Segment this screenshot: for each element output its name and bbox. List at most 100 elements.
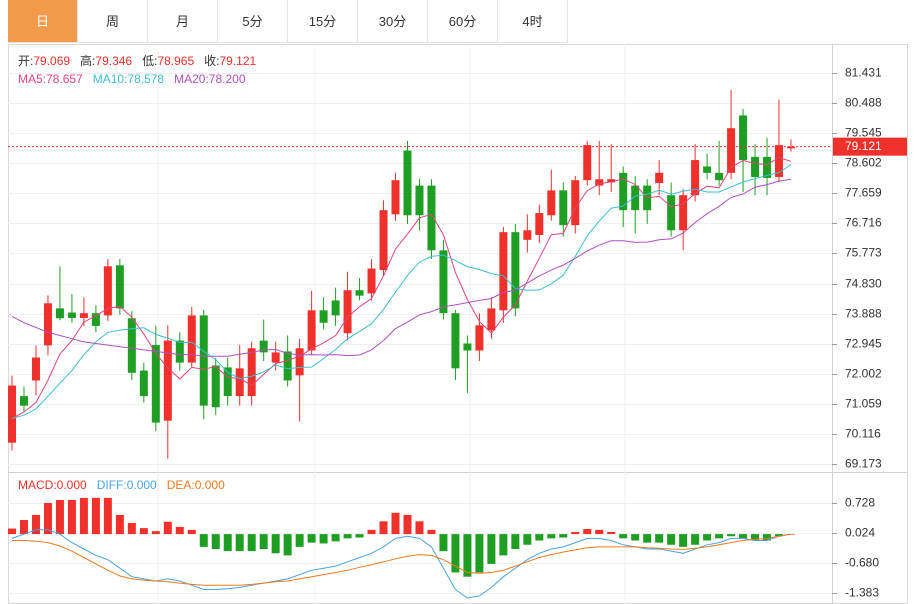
y-tick-label: 80.488 [845, 96, 882, 110]
macd-bar [715, 534, 724, 539]
period-tab[interactable]: 15分 [288, 0, 358, 43]
period-tab[interactable]: 30分 [358, 0, 428, 43]
legend: MACD:0.000 DIFF:0.000 DEA:0.000 [18, 478, 225, 492]
macd-bar [463, 534, 472, 577]
candle-body [547, 190, 556, 216]
macd-bar [115, 514, 124, 535]
candle-body [739, 115, 748, 161]
macd-bar [79, 497, 88, 535]
macd-bar [175, 526, 184, 535]
candle-body [475, 325, 484, 351]
macd-bar [151, 531, 160, 535]
candle-body [655, 172, 664, 184]
candle-body [415, 185, 424, 216]
candle-body [283, 351, 292, 381]
macd-bar [643, 534, 652, 543]
candle-body [331, 300, 340, 316]
candle-body [775, 145, 784, 177]
macd-bar [739, 534, 748, 539]
candle-body [691, 160, 700, 196]
macd-bar [451, 534, 460, 573]
ma-line [11, 164, 792, 419]
candle-body [19, 396, 28, 406]
last-price-label: 79.121 [845, 139, 882, 153]
macd-bar [499, 534, 508, 556]
legend-value: 78.965 [157, 54, 194, 68]
macd-bar [559, 534, 568, 538]
macd-bar [607, 531, 616, 535]
candle-body [103, 266, 112, 316]
ma-line [11, 178, 792, 357]
candle-body [619, 172, 628, 211]
candle-body [595, 179, 604, 186]
candle-body [391, 180, 400, 215]
period-tab[interactable]: 60分 [428, 0, 498, 43]
macd-bar [775, 534, 784, 537]
candle-body [91, 313, 100, 326]
macd-bar [547, 534, 556, 539]
macd-bar [439, 534, 448, 552]
candle-body [8, 385, 16, 443]
candle-body [343, 290, 352, 334]
candle-body [763, 156, 772, 178]
y-tick-label: 72.002 [845, 367, 882, 381]
candle-body [223, 367, 232, 397]
candle-body [583, 145, 592, 181]
period-tab[interactable]: 月 [148, 0, 218, 43]
legend-label: MA5: [18, 72, 46, 86]
macd-bar [595, 529, 604, 535]
macd-bar [127, 523, 136, 535]
candle-body [139, 370, 148, 397]
macd-bar [403, 514, 412, 535]
y-tick-label: 70.116 [845, 427, 881, 441]
period-tabs: 日周月 5分 15分 30分 60分 4时 [8, 0, 568, 44]
macd-bar [511, 534, 520, 550]
legend-value: 78.657 [46, 72, 83, 86]
macd-line [11, 529, 792, 599]
macd-bar [283, 534, 292, 556]
legend-label: 低: [142, 54, 157, 68]
candle-body [715, 172, 724, 181]
y-tick-label: 0.728 [845, 496, 875, 510]
period-tab[interactable]: 5分 [218, 0, 288, 43]
y-tick-label: 77.659 [845, 186, 882, 200]
candle-body [403, 150, 412, 216]
candle-body [367, 268, 376, 294]
candle-body [319, 310, 328, 323]
candle-body [487, 308, 496, 331]
macd-bar [667, 534, 676, 545]
candle-body [295, 348, 304, 376]
macd-bar [367, 529, 376, 535]
macd-bar [619, 534, 628, 539]
macd-bar [691, 534, 700, 545]
candle-body [127, 318, 136, 373]
candle-body [151, 345, 160, 423]
y-tick-label: 74.830 [845, 277, 882, 291]
macd-bar [415, 521, 424, 535]
period-tab[interactable]: 周 [78, 0, 148, 43]
macd-bar [631, 534, 640, 541]
macd-bar [655, 534, 664, 543]
candle-body [511, 232, 520, 309]
macd-bar [355, 534, 364, 538]
candle-body [55, 308, 64, 319]
legend-label: 收: [204, 54, 219, 68]
period-tab[interactable]: 4时 [498, 0, 568, 43]
candle-body [379, 210, 388, 271]
macd-line [12, 533, 792, 586]
candle-body [67, 312, 76, 318]
candle-body [259, 340, 268, 353]
macd-bar [8, 528, 16, 535]
candle-body [211, 365, 220, 408]
legend: MA5:78.657 MA10:78.578 MA20:78.200 [18, 72, 246, 86]
period-tab[interactable]: 日 [8, 0, 78, 43]
legend-value: 0.000 [195, 478, 225, 492]
y-tick-label: 71.059 [845, 397, 882, 411]
legend: 开:79.069 高:79.346 低:78.965 收:79.121 [18, 53, 257, 68]
macd-bar [43, 502, 52, 535]
candle-body [523, 230, 532, 240]
macd-bar [523, 534, 532, 545]
candle-body [163, 340, 172, 421]
macd-bar [475, 534, 484, 573]
